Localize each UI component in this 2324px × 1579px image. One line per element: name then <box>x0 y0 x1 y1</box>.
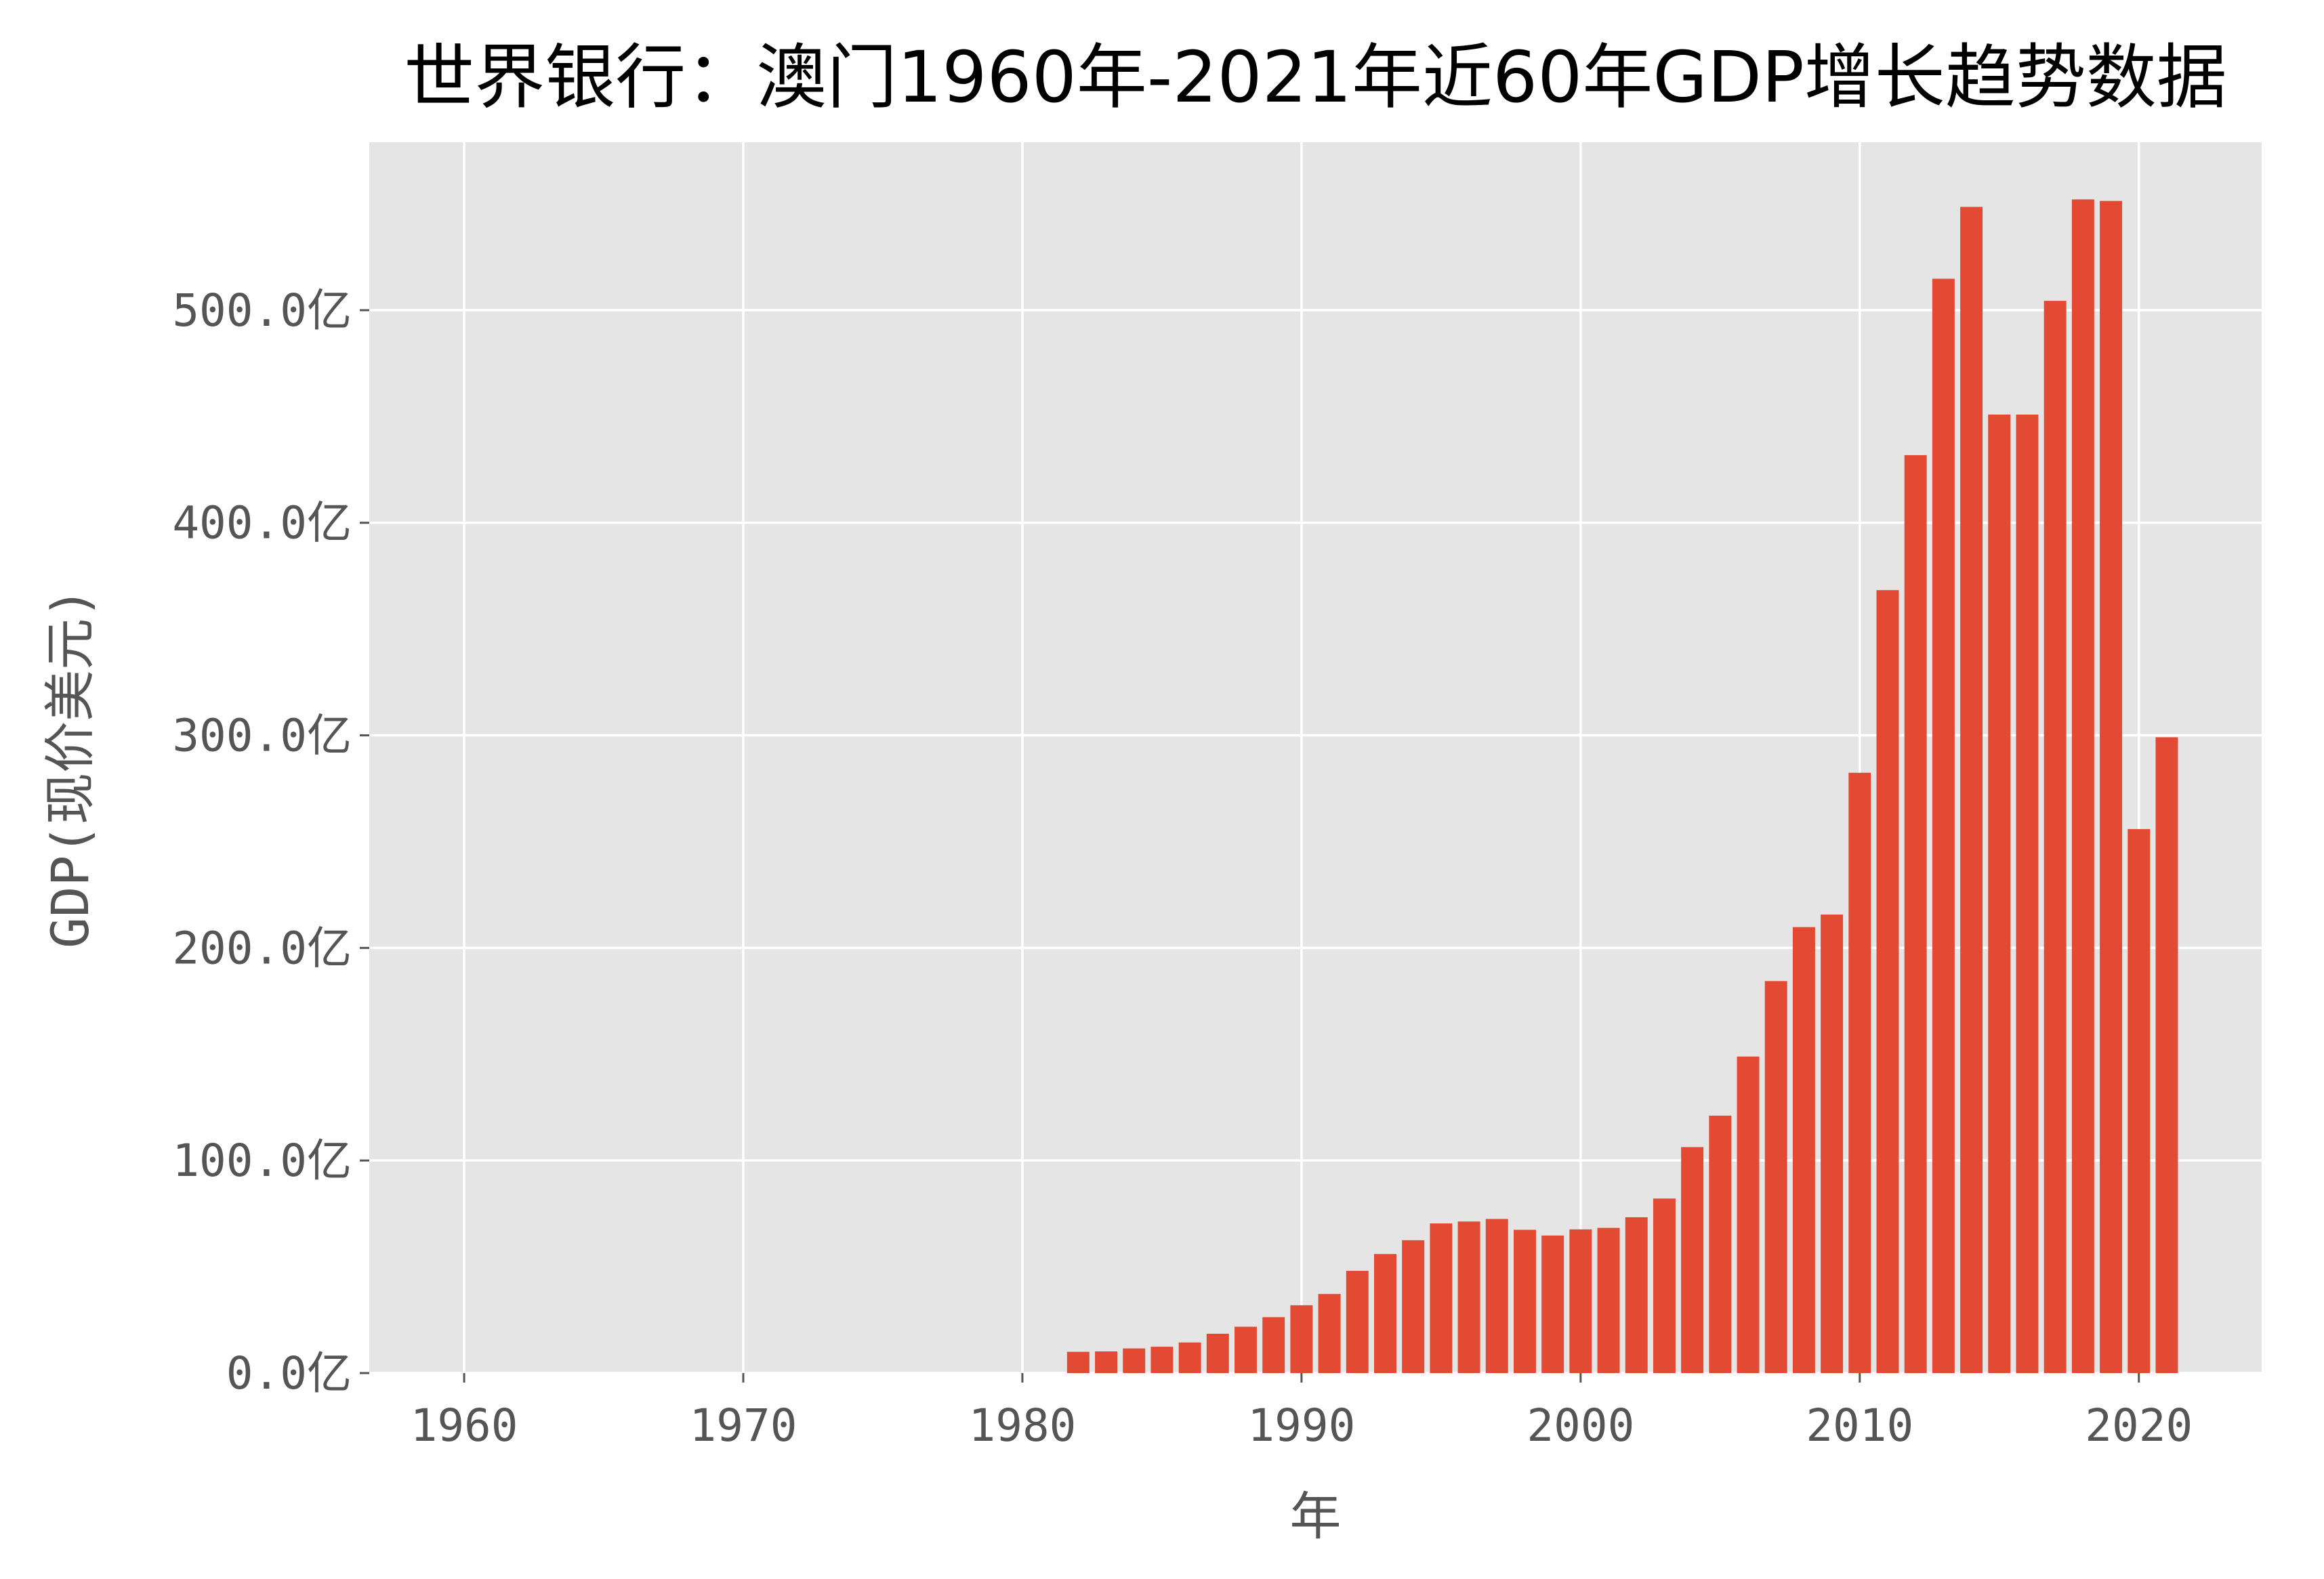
bar <box>2071 199 2094 1373</box>
bar <box>2128 828 2151 1373</box>
x-tick-label: 1970 <box>690 1399 797 1452</box>
bar <box>1988 415 2011 1373</box>
bar <box>1792 927 1815 1373</box>
bar <box>1123 1348 1146 1373</box>
bar <box>1066 1351 1090 1373</box>
bar <box>1262 1317 1285 1373</box>
ticks: 1960 1970 1980 1990 2000 2010 2020 0.0亿 100.0亿 20… <box>172 285 2193 1452</box>
y-tick-label: 500.0亿 <box>172 285 352 337</box>
bar <box>1625 1217 1648 1373</box>
x-tick-label: 1960 <box>411 1399 518 1452</box>
bar <box>1904 455 1927 1374</box>
bar <box>1821 914 1844 1373</box>
bar <box>1876 590 1899 1374</box>
y-axis-label: GDP(现价美元) <box>40 587 100 948</box>
x-tick-label: 2000 <box>1527 1399 1634 1452</box>
bar <box>1569 1229 1592 1373</box>
bar <box>1457 1221 1480 1373</box>
bar <box>1848 772 1871 1373</box>
bar <box>1485 1219 1508 1373</box>
bar <box>1681 1147 1704 1373</box>
y-tick-label: 400.0亿 <box>172 497 352 549</box>
bar <box>1318 1294 1341 1373</box>
bar <box>1764 981 1787 1373</box>
x-axis-label: 年 <box>1290 1486 1342 1546</box>
bar <box>1290 1305 1313 1373</box>
bar <box>1513 1229 1536 1373</box>
y-tick-label: 0.0亿 <box>226 1347 352 1399</box>
bar <box>2016 415 2039 1373</box>
bar <box>2100 201 2123 1373</box>
y-tick-label: 200.0亿 <box>172 922 352 974</box>
bar <box>1960 207 1983 1373</box>
bar <box>1597 1227 1620 1373</box>
y-tick-label: 300.0亿 <box>172 710 352 762</box>
bar <box>1737 1056 1760 1373</box>
y-tick-label: 100.0亿 <box>172 1135 352 1187</box>
x-tick-label: 2020 <box>2085 1399 2193 1452</box>
bar <box>1402 1240 1425 1373</box>
x-tick-label: 1980 <box>968 1399 1076 1452</box>
bars <box>1066 199 2178 1374</box>
bar <box>1095 1351 1118 1373</box>
bar <box>1541 1235 1564 1373</box>
bar <box>1206 1333 1229 1373</box>
bar <box>1709 1115 1732 1373</box>
x-tick-label: 2010 <box>1806 1399 1913 1452</box>
bar <box>2043 301 2067 1373</box>
bar <box>1346 1271 1369 1373</box>
x-tick-label: 1990 <box>1247 1399 1355 1452</box>
bar <box>2155 737 2178 1373</box>
bar <box>1932 278 1955 1374</box>
bar <box>1150 1347 1174 1373</box>
chart-title: 世界银行：澳门1960年-2021年近60年GDP增长趋势数据 <box>404 36 2227 119</box>
bar <box>1430 1223 1453 1373</box>
bar <box>1374 1254 1396 1373</box>
bar <box>1653 1198 1676 1373</box>
bar <box>1178 1342 1201 1373</box>
bar <box>1234 1326 1257 1373</box>
